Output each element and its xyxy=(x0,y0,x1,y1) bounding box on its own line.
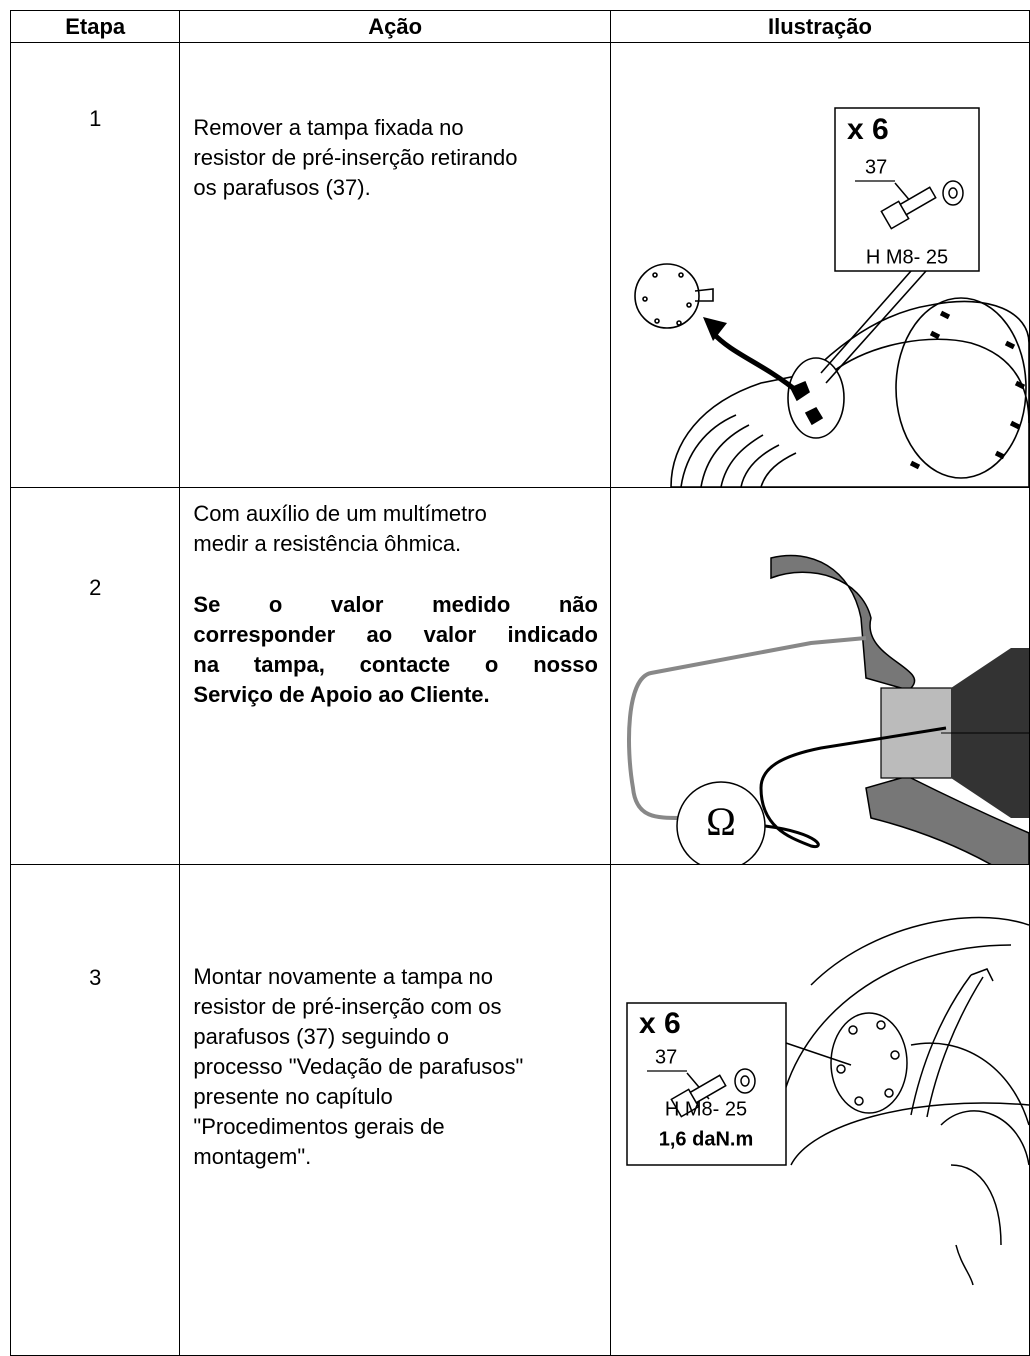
bolt-icon xyxy=(670,1068,756,1118)
text-line: processo "Vedação de parafusos" xyxy=(193,1054,524,1079)
torque-spec: 1,6 daN.m xyxy=(659,1128,753,1150)
text-line: parafusos (37) seguindo o xyxy=(193,1024,450,1049)
text-line: resistor de pré-inserção retirando xyxy=(193,145,518,170)
quantity-label: x 6 xyxy=(639,1007,681,1040)
text-line: os parafusos (37). xyxy=(193,175,371,200)
illustration-cell: x 6 37 H M8- 25 xyxy=(609,42,1030,488)
bolt-icon xyxy=(880,180,964,230)
row: 3 Montar novamente a tampa no resistor d… xyxy=(9,864,1030,1356)
illustration-cell: x 6 37 H M8- 25 1,6 daN.m xyxy=(609,864,1030,1356)
part-number: 37 xyxy=(655,1046,677,1068)
text-line: Montar novamente a tampa no xyxy=(193,964,494,989)
bolt-spec: H M8- 25 xyxy=(665,1098,747,1120)
text-line: Remover a tampa fixada no xyxy=(193,115,464,140)
text-line: presente no capítulo xyxy=(193,1084,393,1109)
ohm-symbol: Ω xyxy=(706,799,736,844)
row: 2 Com auxílio de um multímetro medir a r… xyxy=(9,487,1030,865)
illustration: Ω xyxy=(626,554,1029,864)
step-cell: 2 xyxy=(9,487,181,865)
text-line: montagem". xyxy=(193,1144,312,1169)
procedure-table: Etapa Ação Ilustração 1 Remover a tampa … xyxy=(9,10,1030,1356)
action-cell: Com auxílio de um multímetro medir a res… xyxy=(179,487,611,865)
illustration: x 6 37 H M8- 25 1,6 daN.m xyxy=(626,916,1029,1286)
illustration: x 6 37 H M8- 25 xyxy=(634,107,1029,487)
step-number: 3 xyxy=(89,965,102,990)
text-line: na tampa, contacte o nosso xyxy=(193,652,598,677)
quantity-label: x 6 xyxy=(847,113,889,146)
arrow-head xyxy=(702,317,727,341)
probe-lead-gray xyxy=(626,636,867,820)
step-number: 1 xyxy=(89,106,102,131)
step-cell: 1 xyxy=(9,42,181,488)
text-line: Serviço de Apoio ao Cliente. xyxy=(193,682,490,707)
device-drawing xyxy=(780,916,1029,1286)
paragraph: Montar novamente a tampa no resistor de … xyxy=(193,962,598,1172)
device-drawing xyxy=(634,263,1029,487)
action-cell: Montar novamente a tampa no resistor de … xyxy=(179,864,611,1356)
text-line: corresponder ao valor indicado xyxy=(193,622,598,647)
housing xyxy=(770,554,1029,864)
step-number: 2 xyxy=(89,575,102,600)
meter-circle xyxy=(676,781,766,864)
text-line: resistor de pré-inserção com os xyxy=(193,994,502,1019)
header-cell: Ação xyxy=(179,10,611,43)
part-number: 37 xyxy=(865,156,887,178)
action-cell: Remover a tampa fixada no resistor de pr… xyxy=(179,42,611,488)
text-line: "Procedimentos gerais de xyxy=(193,1114,445,1139)
header-row: Etapa Ação Ilustração xyxy=(9,10,1030,43)
warning-paragraph: Se o valor medido não corresponder ao va… xyxy=(193,590,598,710)
text-line: Com auxílio de um multímetro xyxy=(193,501,487,526)
arrow xyxy=(711,331,795,390)
paragraph: Com auxílio de um multímetro medir a res… xyxy=(193,499,598,559)
text-line: medir a resistência ôhmica. xyxy=(193,531,462,556)
illustration-cell: Ω xyxy=(609,487,1030,865)
step-cell: 3 xyxy=(9,864,181,1356)
header-cell: Etapa xyxy=(9,10,181,43)
paragraph: Remover a tampa fixada no resistor de pr… xyxy=(193,113,598,203)
header-cell: Ilustração xyxy=(609,10,1030,43)
text-line: Se o valor medido não xyxy=(193,592,598,617)
bolt-spec: H M8- 25 xyxy=(866,246,948,268)
probe-lead-black xyxy=(759,726,947,849)
row: 1 Remover a tampa fixada no resistor de … xyxy=(9,42,1030,488)
